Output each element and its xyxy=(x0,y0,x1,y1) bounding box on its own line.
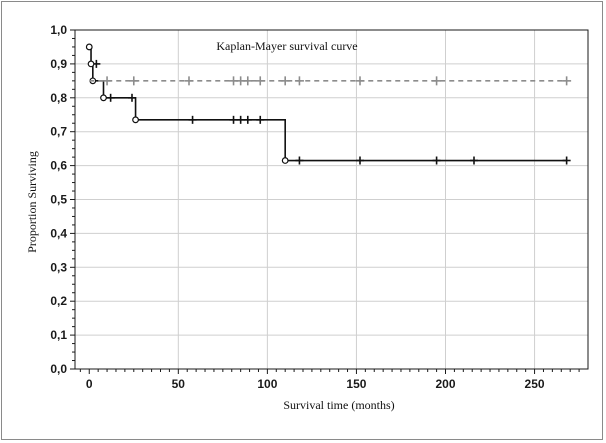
censor-mark xyxy=(128,93,136,102)
series-1 xyxy=(85,43,571,165)
x-tick-label: 0 xyxy=(86,377,93,391)
censor-mark xyxy=(129,76,139,86)
censor-mark xyxy=(243,115,252,124)
censor-mark xyxy=(562,156,571,165)
censor-mark xyxy=(188,115,197,124)
grid xyxy=(75,30,588,369)
event-marker xyxy=(281,157,289,164)
censor-mark xyxy=(294,76,304,86)
y-tick-label: 0,1 xyxy=(50,328,67,342)
censor-mark xyxy=(236,115,245,124)
x-tick-label: 200 xyxy=(435,377,455,391)
censor-mark xyxy=(356,156,364,165)
event-marker xyxy=(85,43,93,51)
censor-mark xyxy=(106,93,115,102)
censor-mark xyxy=(256,115,265,124)
censor-mark xyxy=(243,76,253,86)
y-tick-label: 0,7 xyxy=(50,125,67,139)
y-tick-label: 0,5 xyxy=(50,193,67,207)
censor-mark xyxy=(102,76,112,86)
series-layer xyxy=(85,43,572,165)
x-tick-label: 150 xyxy=(346,377,366,391)
censor-mark xyxy=(432,76,442,86)
x-tick-label: 250 xyxy=(525,377,545,391)
censor-mark xyxy=(562,76,572,86)
censor-mark xyxy=(470,156,478,165)
censor-mark xyxy=(229,115,238,124)
censor-mark xyxy=(184,76,194,86)
y-tick-label: 0,3 xyxy=(50,260,67,274)
event-marker xyxy=(87,60,95,68)
y-tick-label: 0,0 xyxy=(50,362,67,376)
y-tick-label: 0,8 xyxy=(50,91,67,105)
event-marker xyxy=(132,116,139,124)
censor-mark xyxy=(295,156,304,165)
y-tick-label: 0,4 xyxy=(50,226,67,240)
censor-mark xyxy=(255,76,265,86)
y-tick-label: 0,2 xyxy=(50,294,67,308)
chart-title: Kaplan-Mayer survival curve xyxy=(216,39,357,53)
event-marker xyxy=(100,94,107,102)
censor-mark xyxy=(355,76,365,86)
axis-ticks: 0,0 0,1 0,2 0,3 0,4 0,5 0,6 0,7 0,8 0,9 1,0 0 50 100 1… xyxy=(50,23,580,391)
y-tick-label: 1,0 xyxy=(50,23,67,37)
censor-mark xyxy=(432,156,441,165)
x-tick-label: 100 xyxy=(257,377,277,391)
y-tick-label: 0,6 xyxy=(50,159,67,173)
y-tick-label: 0,9 xyxy=(50,57,67,71)
x-axis-label: Survival time (months) xyxy=(283,398,394,412)
censor-mark xyxy=(280,76,290,86)
y-axis-label: Proportion Surviving xyxy=(25,151,39,253)
x-tick-label: 50 xyxy=(172,377,186,391)
series-2 xyxy=(89,76,572,86)
